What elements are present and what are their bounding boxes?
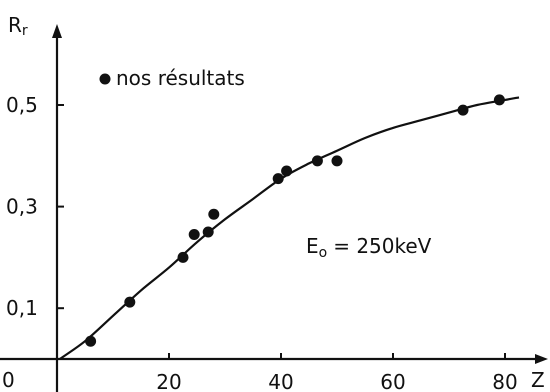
energy-annotation-main: E — [306, 234, 319, 258]
legend: nos résultats — [99, 66, 245, 90]
data-point — [493, 94, 505, 106]
data-point — [202, 226, 214, 238]
x-tick-label: 40 — [268, 370, 293, 392]
y-tick-label: 0,1 — [6, 296, 38, 320]
axes — [0, 24, 548, 392]
x-axis-arrow — [535, 354, 548, 364]
data-point — [85, 335, 97, 347]
origin-label: 0 — [2, 368, 15, 392]
data-point — [177, 251, 189, 263]
legend-label: nos résultats — [116, 66, 245, 90]
y-axis-label: Rr — [8, 13, 28, 39]
data-point — [124, 296, 136, 308]
y-axis-label-main: R — [8, 13, 22, 37]
y-tick-label: 0,5 — [6, 93, 38, 117]
ticks: 20 40 60 80 0,1 0,3 0,5 — [6, 93, 518, 392]
data-point — [311, 155, 323, 167]
x-tick-label: 60 — [380, 370, 405, 392]
data-point — [272, 173, 284, 185]
data-point — [208, 208, 220, 220]
data-point — [457, 104, 469, 116]
fit-curve — [59, 96, 520, 360]
x-tick-label: 80 — [492, 370, 517, 392]
y-axis-label-sub: r — [22, 23, 28, 39]
x-tick-label: 20 — [156, 370, 181, 392]
data-point — [331, 155, 343, 167]
y-tick-label: 0,3 — [6, 195, 38, 219]
energy-annotation-rest: = 250keV — [333, 234, 431, 258]
x-axis-label: Z — [531, 368, 545, 392]
legend-marker — [99, 73, 111, 85]
data-points — [85, 94, 505, 347]
y-axis-arrow — [52, 24, 62, 38]
data-point — [188, 229, 200, 241]
energy-annotation: Eo = 250keV — [306, 234, 432, 261]
energy-annotation-sub: o — [319, 245, 328, 261]
data-point — [281, 165, 293, 177]
